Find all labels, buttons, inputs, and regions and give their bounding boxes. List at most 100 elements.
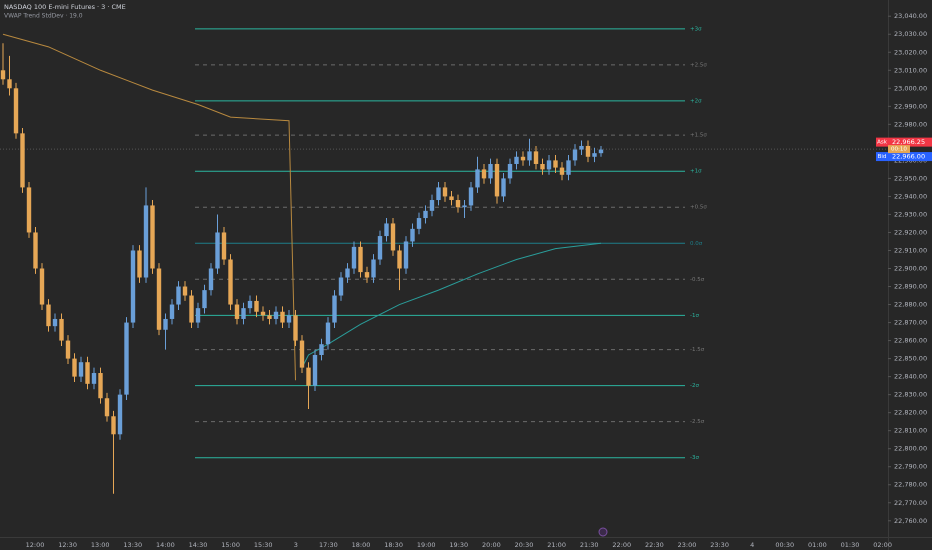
- candle-body: [98, 373, 103, 399]
- x-tick-label: 20:00: [482, 541, 501, 549]
- candle-body: [338, 277, 344, 296]
- x-tick-label: 17:30: [319, 541, 338, 549]
- candle-body: [26, 187, 32, 233]
- y-tick-label: 22,940.00: [894, 192, 927, 200]
- candle-body: [384, 223, 389, 237]
- y-tick-label: 22,900.00: [894, 265, 927, 273]
- candle-body: [514, 156, 519, 164]
- candle-body: [163, 318, 168, 330]
- band-label: +1.5σ: [690, 133, 707, 139]
- x-tick-label: 02:00: [873, 541, 892, 549]
- candle-body: [462, 205, 467, 208]
- candle-body: [325, 322, 331, 345]
- candle-body: [501, 178, 506, 197]
- candle-body: [546, 160, 552, 170]
- y-tick-label: 22,930.00: [894, 210, 927, 218]
- y-tick-label: 22,840.00: [894, 373, 927, 381]
- candle-body: [39, 268, 45, 305]
- band-label: +0.5σ: [690, 205, 707, 211]
- y-tick-label: 23,020.00: [894, 48, 927, 56]
- candle-body: [150, 205, 155, 269]
- candle-body: [494, 163, 500, 197]
- candle-body: [423, 210, 428, 219]
- y-tick-label: 22,950.00: [894, 174, 927, 182]
- x-tick-label: 14:00: [156, 541, 175, 549]
- candle-body: [397, 250, 402, 269]
- price-tag: [888, 152, 932, 162]
- x-tick-label: 12:00: [26, 541, 45, 549]
- x-tick-label: 13:30: [123, 541, 142, 549]
- candle-body: [540, 163, 545, 170]
- candle-body: [286, 315, 292, 323]
- candle-body: [267, 315, 272, 319]
- band-label: -1σ: [690, 313, 699, 319]
- x-tick-label: 01:00: [808, 541, 827, 549]
- candle-body: [169, 304, 175, 319]
- y-tick-label: 23,030.00: [894, 30, 927, 38]
- candle-body: [520, 156, 526, 161]
- y-tick-label: 22,770.00: [894, 499, 927, 507]
- y-tick-label: 22,850.00: [894, 355, 927, 363]
- y-tick-label: 22,860.00: [894, 337, 927, 345]
- x-tick-label: 12:30: [58, 541, 77, 549]
- candle-body: [130, 250, 136, 323]
- candle-body: [189, 295, 194, 323]
- candle-body: [52, 318, 58, 327]
- candle-body: [455, 200, 461, 208]
- candle-body: [299, 340, 305, 368]
- x-tick-label: 22:30: [645, 541, 664, 549]
- band-label: 0.0σ: [690, 241, 703, 247]
- candle-body: [358, 246, 363, 273]
- y-tick-label: 22,980.00: [894, 120, 927, 128]
- candle-body: [124, 322, 129, 395]
- candle-body: [345, 268, 350, 278]
- x-tick-label: 15:30: [254, 541, 273, 549]
- candle-body: [377, 236, 383, 260]
- band-label: +1σ: [690, 169, 702, 175]
- y-tick-label: 22,990.00: [894, 102, 927, 110]
- price-tag-label: 22,966.00: [892, 153, 925, 161]
- price-tag-name-bg: [876, 137, 888, 147]
- candle-body: [176, 286, 181, 305]
- price-tag-name-bg: [876, 152, 888, 162]
- candle-body: [332, 295, 337, 323]
- candle-body: [312, 354, 318, 386]
- x-tick-label: 3: [294, 541, 298, 549]
- candle-body: [436, 187, 441, 201]
- x-tick-label: 19:00: [417, 541, 436, 549]
- y-tick-label: 22,870.00: [894, 319, 927, 327]
- candle-body: [507, 163, 513, 179]
- y-tick-label: 23,010.00: [894, 66, 927, 74]
- band-label: +3σ: [690, 26, 702, 32]
- candle-body: [273, 311, 279, 319]
- candle-body: [117, 394, 123, 435]
- x-tick-label: 18:00: [352, 541, 371, 549]
- candle-body: [293, 315, 298, 341]
- candle-body: [156, 268, 162, 330]
- candle-body: [592, 153, 597, 157]
- band-label: -3σ: [690, 455, 699, 461]
- candle-body: [254, 300, 259, 312]
- candle-body: [403, 241, 409, 269]
- candle-body: [319, 344, 324, 355]
- x-tick-label: 18:30: [384, 541, 403, 549]
- price-tag-label: 22,966.25: [892, 138, 925, 146]
- candle-body: [59, 318, 64, 341]
- x-tick-label: 00:30: [775, 541, 794, 549]
- x-tick-label: 15:00: [221, 541, 240, 549]
- y-tick-label: 22,780.00: [894, 481, 927, 489]
- candle-body: [111, 416, 116, 435]
- x-tick-label: 20:30: [515, 541, 534, 549]
- candle-body: [85, 362, 90, 384]
- candle-body: [488, 163, 493, 179]
- candle-body: [260, 311, 266, 316]
- candle-body: [527, 151, 532, 161]
- candle-body: [280, 311, 285, 323]
- candle-body: [364, 272, 370, 278]
- event-icon[interactable]: [598, 527, 608, 537]
- candle-body: [0, 70, 6, 80]
- candle-body: [104, 398, 110, 417]
- symbol-title: NASDAQ 100 E-mini Futures · 3 · CME: [4, 3, 126, 11]
- candle-body: [559, 167, 565, 175]
